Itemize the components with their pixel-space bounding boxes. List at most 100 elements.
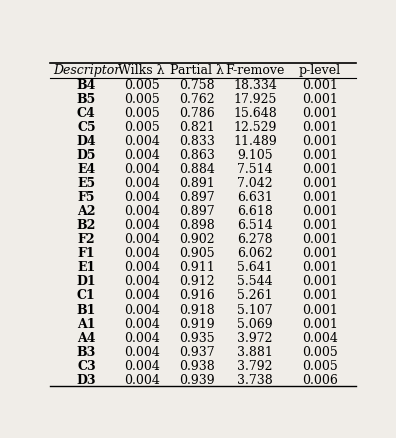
Text: D3: D3 bbox=[76, 374, 96, 387]
Text: 0.758: 0.758 bbox=[179, 79, 215, 92]
Text: 0.004: 0.004 bbox=[124, 135, 160, 148]
Text: 0.004: 0.004 bbox=[124, 247, 160, 261]
Text: 9.105: 9.105 bbox=[237, 149, 273, 162]
Text: 0.905: 0.905 bbox=[179, 247, 215, 261]
Text: 18.334: 18.334 bbox=[233, 79, 277, 92]
Text: D5: D5 bbox=[76, 149, 96, 162]
Text: B2: B2 bbox=[77, 219, 96, 232]
Text: 0.004: 0.004 bbox=[124, 374, 160, 387]
Text: 0.001: 0.001 bbox=[302, 107, 337, 120]
Text: D1: D1 bbox=[76, 276, 96, 289]
Text: 0.004: 0.004 bbox=[124, 276, 160, 289]
Text: 0.005: 0.005 bbox=[124, 107, 160, 120]
Text: 0.005: 0.005 bbox=[124, 79, 160, 92]
Text: 0.001: 0.001 bbox=[302, 290, 337, 303]
Text: 3.881: 3.881 bbox=[237, 346, 273, 359]
Text: 5.069: 5.069 bbox=[237, 318, 273, 331]
Text: 5.107: 5.107 bbox=[237, 304, 273, 317]
Text: 0.001: 0.001 bbox=[302, 233, 337, 246]
Text: 5.261: 5.261 bbox=[237, 290, 273, 303]
Text: 7.042: 7.042 bbox=[237, 177, 273, 190]
Text: C1: C1 bbox=[77, 290, 96, 303]
Text: 0.911: 0.911 bbox=[179, 261, 215, 275]
Text: 0.001: 0.001 bbox=[302, 276, 337, 289]
Text: F1: F1 bbox=[78, 247, 95, 261]
Text: 0.912: 0.912 bbox=[179, 276, 215, 289]
Text: 0.897: 0.897 bbox=[179, 205, 215, 218]
Text: Partial λ: Partial λ bbox=[170, 64, 224, 77]
Text: 0.001: 0.001 bbox=[302, 163, 337, 176]
Text: A2: A2 bbox=[77, 205, 95, 218]
Text: 0.001: 0.001 bbox=[302, 247, 337, 261]
Text: 12.529: 12.529 bbox=[233, 121, 277, 134]
Text: 0.001: 0.001 bbox=[302, 318, 337, 331]
Text: 0.897: 0.897 bbox=[179, 191, 215, 204]
Text: 3.792: 3.792 bbox=[237, 360, 273, 373]
Text: E4: E4 bbox=[77, 163, 95, 176]
Text: 6.514: 6.514 bbox=[237, 219, 273, 232]
Text: 0.898: 0.898 bbox=[179, 219, 215, 232]
Text: 0.001: 0.001 bbox=[302, 135, 337, 148]
Text: D4: D4 bbox=[76, 135, 96, 148]
Text: 0.916: 0.916 bbox=[179, 290, 215, 303]
Text: 0.762: 0.762 bbox=[179, 93, 215, 106]
Text: F-remove: F-remove bbox=[225, 64, 285, 77]
Text: 6.062: 6.062 bbox=[237, 247, 273, 261]
Text: 0.004: 0.004 bbox=[302, 332, 337, 345]
Text: B1: B1 bbox=[77, 304, 96, 317]
Text: 0.004: 0.004 bbox=[124, 149, 160, 162]
Text: 0.902: 0.902 bbox=[179, 233, 215, 246]
Text: 5.544: 5.544 bbox=[237, 276, 273, 289]
Text: 0.919: 0.919 bbox=[179, 318, 215, 331]
Text: 0.001: 0.001 bbox=[302, 205, 337, 218]
Text: 17.925: 17.925 bbox=[233, 93, 277, 106]
Text: B3: B3 bbox=[77, 346, 96, 359]
Text: 0.001: 0.001 bbox=[302, 219, 337, 232]
Text: 0.918: 0.918 bbox=[179, 304, 215, 317]
Text: 0.833: 0.833 bbox=[179, 135, 215, 148]
Text: A1: A1 bbox=[77, 318, 95, 331]
Text: 0.891: 0.891 bbox=[179, 177, 215, 190]
Text: F2: F2 bbox=[78, 233, 95, 246]
Text: 0.863: 0.863 bbox=[179, 149, 215, 162]
Text: C5: C5 bbox=[77, 121, 96, 134]
Text: 0.786: 0.786 bbox=[179, 107, 215, 120]
Text: 3.972: 3.972 bbox=[237, 332, 273, 345]
Text: F5: F5 bbox=[78, 191, 95, 204]
Text: 0.004: 0.004 bbox=[124, 346, 160, 359]
Text: 0.004: 0.004 bbox=[124, 163, 160, 176]
Text: 0.004: 0.004 bbox=[124, 191, 160, 204]
Text: 0.937: 0.937 bbox=[179, 346, 215, 359]
Text: 0.005: 0.005 bbox=[302, 346, 337, 359]
Text: 0.884: 0.884 bbox=[179, 163, 215, 176]
Text: 0.005: 0.005 bbox=[124, 121, 160, 134]
Text: B5: B5 bbox=[77, 93, 96, 106]
Text: 3.738: 3.738 bbox=[237, 374, 273, 387]
Text: 0.001: 0.001 bbox=[302, 261, 337, 275]
Text: 0.001: 0.001 bbox=[302, 304, 337, 317]
Text: 0.006: 0.006 bbox=[302, 374, 337, 387]
Text: B4: B4 bbox=[77, 79, 96, 92]
Text: 6.278: 6.278 bbox=[237, 233, 273, 246]
Text: 0.005: 0.005 bbox=[124, 93, 160, 106]
Text: 0.001: 0.001 bbox=[302, 149, 337, 162]
Text: 11.489: 11.489 bbox=[233, 135, 277, 148]
Text: 0.004: 0.004 bbox=[124, 360, 160, 373]
Text: 6.618: 6.618 bbox=[237, 205, 273, 218]
Text: 0.935: 0.935 bbox=[179, 332, 215, 345]
Text: E5: E5 bbox=[77, 177, 95, 190]
Text: E1: E1 bbox=[77, 261, 95, 275]
Text: A4: A4 bbox=[77, 332, 95, 345]
Text: 5.641: 5.641 bbox=[237, 261, 273, 275]
Text: 0.004: 0.004 bbox=[124, 290, 160, 303]
Text: C3: C3 bbox=[77, 360, 96, 373]
Text: 0.004: 0.004 bbox=[124, 304, 160, 317]
Text: Descriptor: Descriptor bbox=[53, 64, 120, 77]
Text: 0.004: 0.004 bbox=[124, 177, 160, 190]
Text: 0.005: 0.005 bbox=[302, 360, 337, 373]
Text: 0.001: 0.001 bbox=[302, 177, 337, 190]
Text: 0.004: 0.004 bbox=[124, 219, 160, 232]
Text: 0.001: 0.001 bbox=[302, 93, 337, 106]
Text: 6.631: 6.631 bbox=[237, 191, 273, 204]
Text: 0.004: 0.004 bbox=[124, 233, 160, 246]
